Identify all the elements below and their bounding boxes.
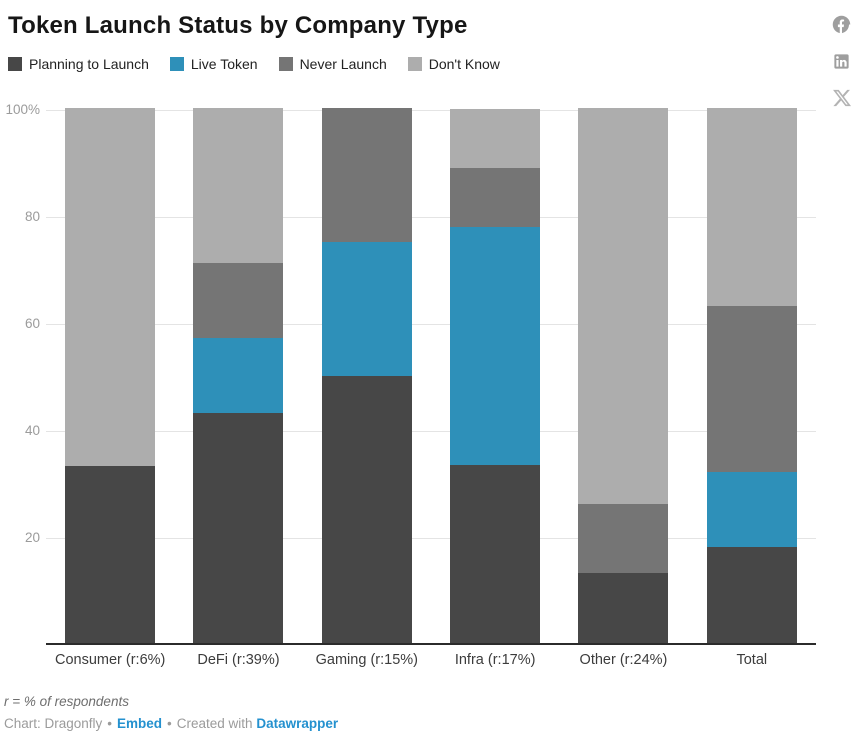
bars-row: [46, 108, 816, 643]
bar-column-1: [46, 108, 174, 643]
bar-stack-4: [450, 108, 541, 643]
y-tick-label-100: 100%: [5, 102, 40, 117]
bar-segment[interactable]: [578, 503, 669, 574]
x-twitter-share-icon[interactable]: [832, 88, 852, 108]
legend-swatch-icon: [407, 57, 422, 71]
chart-footer: Chart: Dragonfly • Embed • Created with Data…: [4, 716, 338, 731]
bar-column-6: [688, 108, 816, 643]
legend-item: Never Launch: [278, 56, 387, 72]
share-icons: [831, 14, 852, 108]
footer-created-with: Created with: [176, 716, 253, 731]
bar-segment[interactable]: [706, 108, 797, 306]
bar-column-2: [174, 108, 302, 643]
bar-segment[interactable]: [706, 546, 797, 643]
bar-segment[interactable]: [193, 338, 284, 413]
bar-segment[interactable]: [321, 241, 412, 376]
legend-label: Live Token: [190, 56, 258, 72]
x-axis-label-1: Consumer (r:6%): [54, 652, 166, 668]
page-title: Token Launch Status by Company Type: [8, 12, 468, 39]
x-axis-label-4: Infra (r:17%): [454, 652, 536, 668]
bar-stack-5: [578, 108, 669, 643]
bar-segment[interactable]: [321, 375, 412, 643]
legend-item: Planning to Launch: [8, 56, 149, 72]
legend-swatch-icon: [278, 57, 293, 71]
y-tick-label-40: 40: [24, 423, 40, 438]
legend-label: Never Launch: [299, 56, 387, 72]
bar-stack-1: [65, 108, 156, 643]
gridline-60: [46, 324, 816, 325]
bar-stack-3: [321, 108, 412, 643]
bar-segment[interactable]: [450, 167, 541, 228]
bar-segment[interactable]: [450, 464, 541, 643]
bar-segment[interactable]: [193, 412, 284, 643]
bar-segment[interactable]: [65, 108, 156, 467]
gridline-100: [46, 110, 816, 111]
gridline-80: [46, 217, 816, 218]
bar-segment[interactable]: [706, 471, 797, 547]
bar-segment[interactable]: [321, 108, 412, 242]
legend-item: Live Token: [169, 56, 258, 72]
y-tick-label-80: 80: [24, 209, 40, 224]
legend-swatch-icon: [169, 57, 184, 71]
bar-column-5: [559, 108, 687, 643]
bar-segment[interactable]: [450, 108, 541, 168]
legend-label: Don't Know: [428, 56, 500, 72]
y-tick-label-60: 60: [24, 316, 40, 331]
bar-column-3: [303, 108, 431, 643]
x-axis-label-5: Other (r:24%): [579, 652, 668, 668]
legend-swatch-icon: [8, 57, 22, 71]
y-tick-label-20: 20: [24, 530, 40, 545]
embed-link[interactable]: Embed: [117, 716, 163, 731]
bar-stack-2: [193, 108, 284, 643]
gridline-40: [46, 431, 816, 432]
plot-area: 20 40 60 80 100%: [5, 102, 816, 645]
bar-segment[interactable]: [578, 108, 669, 504]
footer-separator: •: [167, 716, 172, 731]
bar-stack-6: [706, 108, 797, 643]
bar-segment[interactable]: [706, 305, 797, 472]
x-axis-label-3: Gaming (r:15%): [315, 652, 418, 668]
bar-segment[interactable]: [450, 227, 541, 465]
chart-legend: Planning to Launch Live Token Never Launch…: [8, 56, 500, 72]
linkedin-share-icon[interactable]: [832, 52, 851, 71]
chart-footnote: r = % of respondents: [4, 694, 129, 709]
datawrapper-link[interactable]: Datawrapper: [256, 716, 339, 731]
x-axis-label-6: Total: [736, 652, 768, 668]
bar-segment[interactable]: [193, 108, 284, 264]
legend-item: Don't Know: [407, 56, 500, 72]
gridline-20: [46, 538, 816, 539]
bar-column-4: [431, 108, 559, 643]
facebook-share-icon[interactable]: [831, 14, 852, 35]
legend-label: Planning to Launch: [29, 56, 149, 72]
bar-segment[interactable]: [65, 466, 156, 643]
x-axis-label-2: DeFi (r:39%): [197, 652, 280, 668]
footer-credit: Chart: Dragonfly: [4, 716, 103, 731]
x-axis-labels: Consumer (r:6%) DeFi (r:39%) Gaming (r:15%…: [46, 652, 816, 668]
bar-segment[interactable]: [193, 263, 284, 339]
bar-segment[interactable]: [578, 573, 669, 643]
footer-separator: •: [107, 716, 113, 731]
